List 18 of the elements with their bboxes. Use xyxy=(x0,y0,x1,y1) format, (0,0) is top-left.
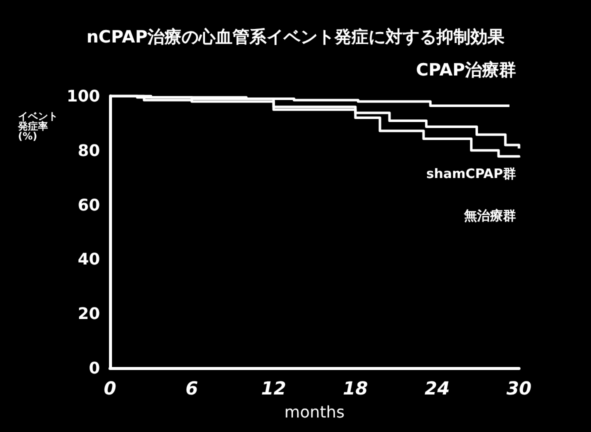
annotation: shamCPAP群 xyxy=(426,167,516,182)
y-tick-label: 100 xyxy=(66,86,100,106)
y-tick-label: 0 xyxy=(88,358,100,378)
y-tick-label: 20 xyxy=(78,304,100,324)
annotation: 無治療群 xyxy=(463,208,516,224)
chart-title: nCPAP治療の心血管系イベント発症に対する抑制効果 xyxy=(86,28,506,48)
y-tick-label: 40 xyxy=(78,250,100,269)
x-tick-label: 30 xyxy=(506,378,532,400)
x-tick-label: 0 xyxy=(104,378,116,400)
text: CPAP治療群 xyxy=(416,60,516,80)
x-tick-label: 6 xyxy=(186,378,198,400)
x-tick-label: 18 xyxy=(342,378,368,400)
y-tick-label: 80 xyxy=(78,140,100,160)
x-tick-label: 12 xyxy=(261,378,286,400)
y-tick-label: 60 xyxy=(78,195,100,214)
x-tick-label: 24 xyxy=(424,378,450,400)
y-axis-title: イベント発症率(%) xyxy=(17,112,58,142)
x-axis-title: months xyxy=(284,402,345,422)
